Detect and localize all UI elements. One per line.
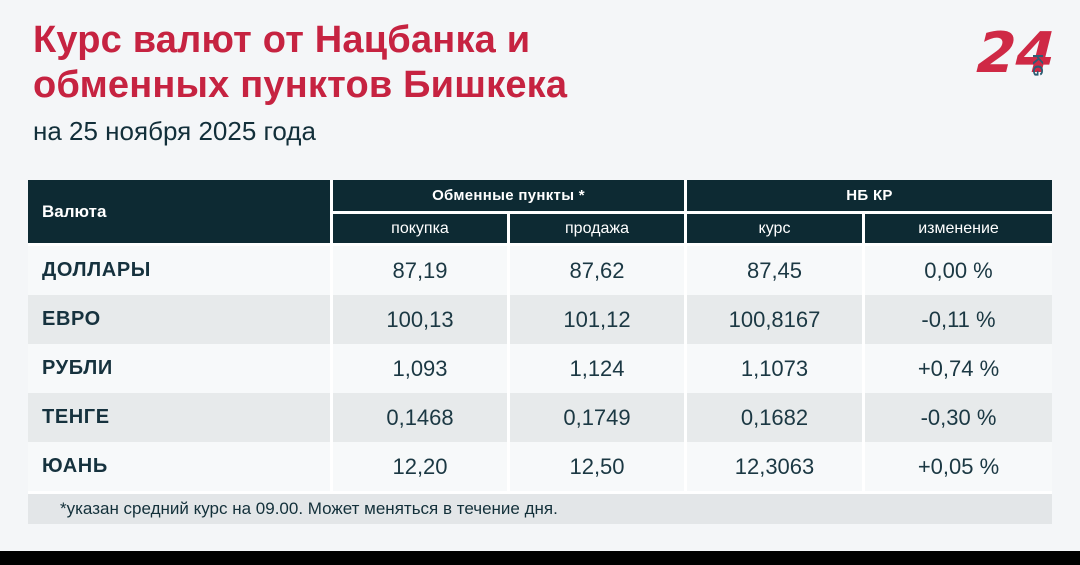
page-title-line2: обменных пунктов Бишкека [33,64,568,106]
sell-value: 1,124 [510,344,684,393]
buy-value: 100,13 [333,295,507,344]
date-subtitle: на 25 ноября 2025 года [33,116,316,146]
currency-name: ЕВРО [28,295,330,344]
currency-name: ЮАНЬ [28,442,330,491]
page-title-line1: Курс валют от Нацбанка и [33,19,531,61]
header-rate: курс [687,214,862,243]
currency-name: ТЕНГЕ [28,393,330,442]
rates-table: Валюта Обменные пункты * НБ КР покупка п… [28,180,1052,524]
logo-kg-label: KG [1029,54,1046,77]
24kg-logo-icon: 24 KG [970,24,1052,86]
sell-value: 0,1749 [510,393,684,442]
header-buy: покупка [333,214,507,243]
buy-value: 0,1468 [333,393,507,442]
header-group-national-bank: НБ КР [687,180,1052,211]
header-change: изменение [865,214,1052,243]
sell-value: 101,12 [510,295,684,344]
header-currency: Валюта [28,180,330,243]
rate-value: 87,45 [687,246,862,295]
rate-value: 0,1682 [687,393,862,442]
change-value: 0,00 % [865,246,1052,295]
header-sell: продажа [510,214,684,243]
bottom-bar [0,551,1080,565]
currency-name: ДОЛЛАРЫ [28,246,330,295]
change-value: +0,74 % [865,344,1052,393]
logo-number-group: 24 [970,24,1052,86]
logo-number: 24 [970,24,1052,86]
sell-value: 12,50 [510,442,684,491]
buy-value: 87,19 [333,246,507,295]
change-value: -0,11 % [865,295,1052,344]
change-value: +0,05 % [865,442,1052,491]
sell-value: 87,62 [510,246,684,295]
page-title: Курс валют от Нацбанка и обменных пункто… [33,18,963,108]
masthead: Курс валют от Нацбанка и обменных пункто… [33,18,963,108]
change-value: -0,30 % [865,393,1052,442]
currency-name: РУБЛИ [28,344,330,393]
footnote: *указан средний курс на 09.00. Может мен… [28,494,1052,524]
buy-value: 1,093 [333,344,507,393]
header-group-exchange-offices: Обменные пункты * [333,180,684,211]
rate-value: 12,3063 [687,442,862,491]
buy-value: 12,20 [333,442,507,491]
rate-value: 1,1073 [687,344,862,393]
rate-value: 100,8167 [687,295,862,344]
